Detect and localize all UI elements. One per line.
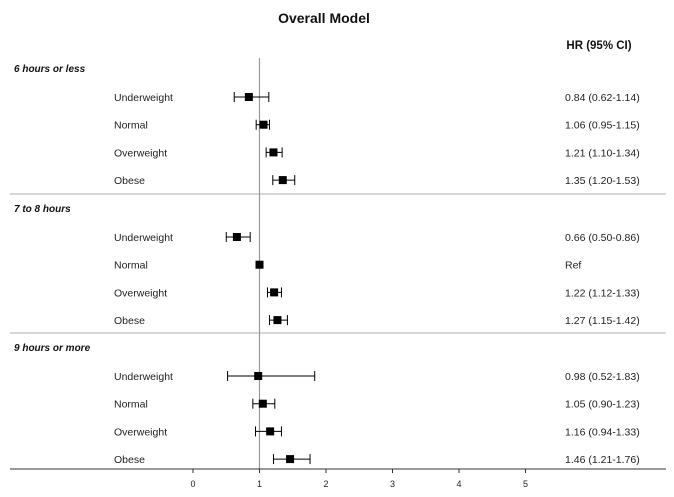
row-category-label: Normal <box>114 399 148 411</box>
hr-ci-value: 1.46 (1.21-1.76) <box>565 454 640 466</box>
hr-ci-value: 0.98 (0.52-1.83) <box>565 371 640 383</box>
row-category-label: Overweight <box>114 147 167 159</box>
row-category-label: Overweight <box>114 426 167 438</box>
row-category-label: Obese <box>114 454 145 466</box>
row-category-label: Obese <box>114 175 145 187</box>
hr-ci-value: 1.06 (0.95-1.15) <box>565 120 640 132</box>
hr-point-marker <box>232 233 241 241</box>
row-category-label: Underweight <box>114 232 173 244</box>
row-category-label: Normal <box>114 120 148 132</box>
hr-point-marker <box>254 372 263 380</box>
hr-ci-value: 0.84 (0.62-1.14) <box>565 92 640 104</box>
row-category-label: Underweight <box>114 371 173 383</box>
row-category-label: Normal <box>114 260 148 272</box>
hr-point-marker <box>270 288 279 297</box>
row-category-label: Overweight <box>114 287 167 299</box>
hr-point-marker <box>244 93 253 101</box>
hr-point-marker <box>259 120 268 129</box>
row-category-label: Underweight <box>114 92 173 104</box>
hr-ci-value: 1.27 (1.15-1.42) <box>565 315 640 327</box>
x-tick-label: 2 <box>323 479 328 489</box>
row-category-label: Obese <box>114 315 145 327</box>
hr-point-marker <box>278 176 287 185</box>
hr-ci-value: 1.35 (1.20-1.53) <box>565 175 640 187</box>
hr-ci-header: HR (95% CI) <box>566 40 631 52</box>
hr-ci-value: 1.22 (1.12-1.33) <box>565 287 640 299</box>
hr-ci-value: 0.66 (0.50-0.86) <box>565 232 640 244</box>
group-label: 6 hours or less <box>14 64 86 75</box>
hr-ci-value: 1.21 (1.10-1.34) <box>565 147 640 159</box>
x-tick-label: 3 <box>390 479 395 489</box>
hr-ci-value: Ref <box>565 260 581 272</box>
x-tick-label: 0 <box>190 479 195 489</box>
hr-point-marker <box>269 148 278 157</box>
chart-title: Overall Model <box>278 10 370 26</box>
hr-point-marker <box>258 399 267 408</box>
hr-ci-value: 1.05 (0.90-1.23) <box>565 399 640 411</box>
hr-point-marker <box>266 427 275 436</box>
hr-point-marker <box>286 455 295 464</box>
x-tick-label: 1 <box>257 479 262 489</box>
hr-ci-value: 1.16 (0.94-1.33) <box>565 426 640 438</box>
group-label: 7 to 8 hours <box>14 204 71 215</box>
group-label: 9 hours or more <box>14 343 91 354</box>
hr-point-marker <box>255 260 264 269</box>
hr-point-marker <box>273 316 282 325</box>
forest-plot-layer: 0 1 2 3 4 5 6 hours or less Underweight 0.84 (0.… <box>10 58 666 489</box>
x-tick-label: 5 <box>523 479 528 489</box>
x-tick-label: 4 <box>456 479 461 489</box>
